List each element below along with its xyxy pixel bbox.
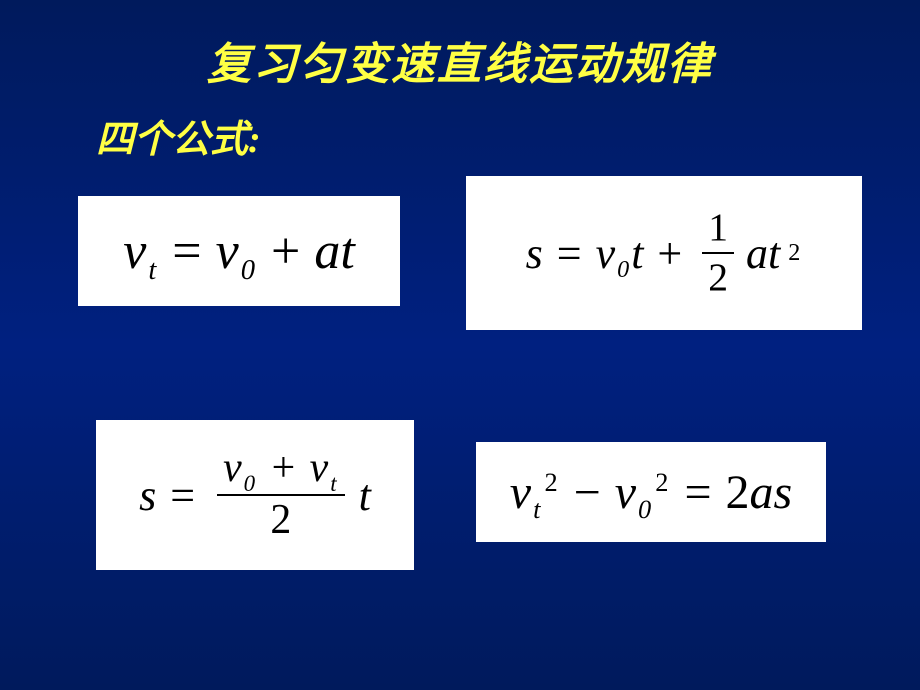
f1-plus: + [263,222,308,281]
f4-a: a [750,466,774,519]
f4-sub-t: t [531,494,542,524]
f2-plus: + [649,228,690,279]
f1-a: a [314,223,340,280]
f2-t: t [631,229,643,278]
physics-slide: 复习匀变速直线运动规律 四个公式: vt = v0 + at s = v0t + [0,0,920,690]
f3-num-subt: t [328,471,338,496]
formula-2-content: s = v0t + 1 2 at 2 [526,206,803,299]
f2-sub-0: 0 [615,256,631,283]
f1-v: v [123,223,146,280]
f3-num-plus: + [268,445,300,491]
slide-subtitle: 四个公式: [96,108,261,163]
f1-eq: = [164,222,209,281]
f4-sub-0: 0 [636,494,653,524]
f4-minus: − [566,465,609,520]
f3-s: s [139,470,156,521]
f4-v1: v [510,466,531,519]
f1-t: t [340,223,354,280]
f3-frac-bar [217,494,345,496]
f3-eq: = [162,470,203,521]
f2-eq: = [549,228,590,279]
f2-frac-bar [702,252,734,254]
f4-two: 2 [726,466,750,519]
f2-frac-num: 1 [702,206,734,250]
f3-t: t [359,470,371,521]
f4-s: s [774,466,793,519]
formula-1-content: vt = v0 + at [123,222,355,281]
formula-3: s = v0 + vt 2 t [96,420,414,570]
f2-v: v [596,229,616,278]
f3-frac-den: 2 [264,498,297,544]
f3-frac-num: v0 + vt [217,446,345,492]
formula-4-content: vt2 − v02 = 2as [510,465,792,520]
f1-sub-0: 0 [239,255,257,286]
f4-sup-2b: 2 [653,467,670,497]
f4-eq: = [676,465,719,520]
slide-title: 复习匀变速直线运动规律 [0,28,920,92]
f3-num-vt: v [310,445,329,491]
formula-4: vt2 − v02 = 2as [476,442,826,542]
f4-sup-2a: 2 [542,467,559,497]
f1-sub-t: t [146,255,158,286]
f2-t2: t [768,229,780,278]
formula-3-content: s = v0 + vt 2 t [139,446,371,544]
f4-v2: v [615,466,636,519]
f2-a: a [746,229,768,278]
f3-num-sub0: 0 [242,471,258,496]
f2-fraction: 1 2 [702,206,734,299]
f2-s: s [526,228,543,279]
f3-num-v0: v [223,445,242,491]
f2-frac-den: 2 [702,256,734,300]
formula-1: vt = v0 + at [78,196,400,306]
formula-2: s = v0t + 1 2 at 2 [466,176,862,330]
f3-fraction: v0 + vt 2 [217,446,345,544]
f1-v2: v [216,223,239,280]
